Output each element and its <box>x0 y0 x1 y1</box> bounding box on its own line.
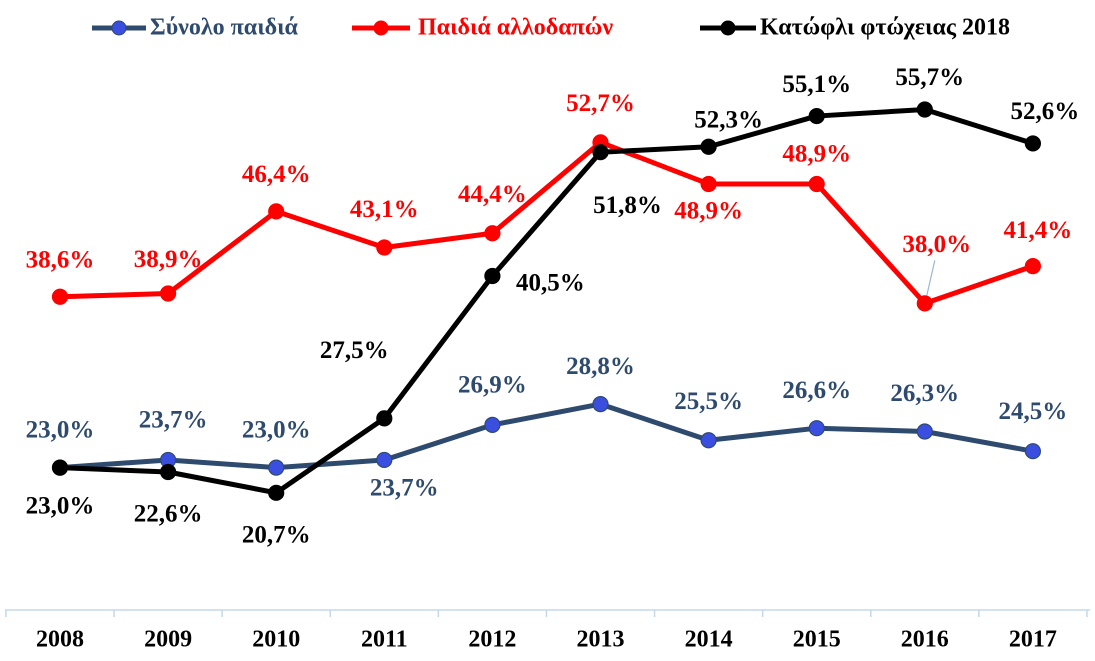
x-tick-label: 2015 <box>793 627 841 653</box>
x-tick-label: 2016 <box>901 627 949 653</box>
x-tick-label: 2008 <box>36 627 84 653</box>
data-label: 44,4% <box>458 181 527 208</box>
data-label: 48,9% <box>782 141 851 168</box>
data-point <box>916 101 933 118</box>
data-point <box>916 423 933 440</box>
data-point <box>700 138 717 155</box>
data-label: 40,5% <box>516 270 585 297</box>
leader-line <box>926 260 936 296</box>
data-label: 23,0% <box>242 416 311 443</box>
data-label: 46,4% <box>242 161 311 188</box>
data-point <box>1024 258 1042 275</box>
data-point <box>484 416 501 434</box>
data-label: 23,7% <box>139 407 208 434</box>
data-label: 52,6% <box>1011 98 1080 125</box>
data-label: 23,0% <box>26 492 95 519</box>
data-point <box>484 267 501 285</box>
data-point <box>376 239 393 256</box>
x-tick-label: 2014 <box>685 627 733 653</box>
data-point <box>376 410 393 427</box>
x-tick-label: 2011 <box>361 627 408 653</box>
legend-label: Παιδιά αλλοδαπών <box>418 15 613 41</box>
legend-marker <box>720 20 736 36</box>
data-label: 26,9% <box>458 372 527 399</box>
series-line <box>59 139 1034 306</box>
data-label: 27,5% <box>320 337 389 364</box>
data-label: 52,7% <box>566 90 635 117</box>
data-label: 52,3% <box>694 106 763 133</box>
data-label: 43,1% <box>350 196 419 223</box>
data-point <box>700 175 717 193</box>
data-label: 38,9% <box>134 246 203 273</box>
series-line <box>59 401 1034 471</box>
data-point <box>808 107 825 125</box>
data-point <box>592 396 609 413</box>
data-label: 38,0% <box>902 231 971 258</box>
data-point <box>268 203 285 220</box>
data-point <box>1024 443 1042 460</box>
series-line <box>59 106 1034 496</box>
x-tick-label: 2010 <box>252 627 300 653</box>
data-label: 38,6% <box>26 247 95 274</box>
data-point <box>268 484 285 501</box>
x-tick-label: 2017 <box>1009 627 1057 653</box>
data-label: 22,6% <box>134 501 203 528</box>
data-point <box>51 288 69 305</box>
data-label: 23,0% <box>26 416 95 443</box>
legend-label: Κατώφλι φτώχειας 2018 <box>760 15 1010 41</box>
x-tick-label: 2009 <box>144 627 192 653</box>
legend-label: Σύνολο παιδιά <box>150 15 299 41</box>
data-label: 25,5% <box>674 388 743 415</box>
data-label: 20,7% <box>242 522 311 549</box>
x-tick-label: 2012 <box>468 627 516 653</box>
legend-marker <box>111 20 127 36</box>
data-label: 48,9% <box>674 198 743 225</box>
data-point <box>916 295 933 312</box>
data-point <box>1024 135 1042 152</box>
data-point <box>268 459 285 476</box>
data-label: 23,7% <box>370 475 439 502</box>
data-point <box>808 420 825 437</box>
legend-marker <box>373 20 389 36</box>
data-label: 26,6% <box>782 377 851 404</box>
x-tick-label: 2013 <box>577 627 625 653</box>
data-point <box>160 463 177 481</box>
data-point <box>700 432 717 449</box>
data-label: 24,5% <box>999 398 1068 425</box>
data-label: 41,4% <box>1004 217 1073 244</box>
data-label: 55,1% <box>782 71 851 98</box>
data-point <box>160 285 177 302</box>
data-point <box>484 225 501 242</box>
data-label: 51,8% <box>593 192 662 219</box>
data-point <box>808 175 825 193</box>
data-point <box>592 144 609 161</box>
data-point <box>376 451 393 469</box>
data-label: 26,3% <box>890 380 959 407</box>
data-label: 28,8% <box>566 353 635 380</box>
data-point <box>51 459 69 476</box>
data-label: 55,7% <box>895 64 964 91</box>
